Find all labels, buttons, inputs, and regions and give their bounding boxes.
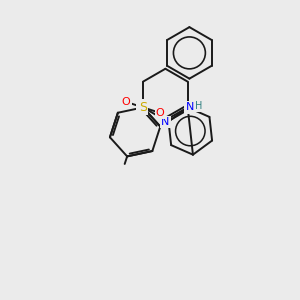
- Text: O: O: [122, 97, 130, 107]
- Text: S: S: [139, 101, 147, 114]
- Text: N: N: [161, 117, 170, 127]
- Text: N: N: [185, 102, 194, 112]
- Text: N: N: [137, 102, 145, 112]
- Text: N: N: [139, 100, 147, 110]
- Text: O: O: [156, 108, 164, 118]
- Text: H: H: [195, 101, 202, 111]
